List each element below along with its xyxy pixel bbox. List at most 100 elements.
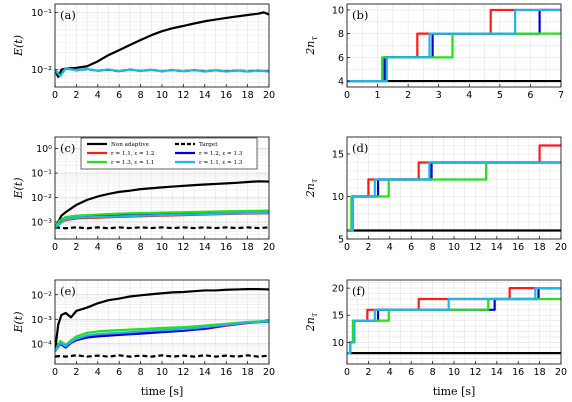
x-tick-label: 0 bbox=[52, 367, 58, 378]
x-tick-label: 8 bbox=[138, 367, 144, 378]
x-tick-label: 2 bbox=[405, 90, 411, 101]
x-tick-label: 10 bbox=[156, 242, 168, 253]
x-tick-label: 20 bbox=[555, 367, 567, 378]
x-tick-label: 14 bbox=[199, 90, 211, 101]
x-tick-label: 12 bbox=[177, 242, 189, 253]
x-tick-label: 14 bbox=[491, 367, 503, 378]
series-line-r-1-1-1-3 bbox=[55, 67, 269, 78]
panel-c: 0 2 4 6 8 10 12 14 16 18 20 10⁻³ 10⁻² 10⁻¹ 10⁰ (c) E(t) N… bbox=[12, 136, 275, 253]
y-axis-label-subscript: τ bbox=[310, 178, 319, 183]
x-tick-label: 4 bbox=[95, 242, 101, 253]
series-group bbox=[347, 144, 561, 232]
x-tick-label: 18 bbox=[534, 367, 546, 378]
y-tick-label: 10⁰ bbox=[36, 144, 52, 155]
x-tick-label: 0 bbox=[344, 242, 350, 253]
x-tick-label: 10 bbox=[448, 242, 460, 253]
panel-label: (b) bbox=[352, 8, 368, 22]
series-line-non-adaptive bbox=[55, 180, 269, 228]
y-tick-label: 8 bbox=[338, 29, 344, 40]
y-tick-label: 10 bbox=[332, 338, 344, 349]
series-line-r-1-1-1-3 bbox=[55, 211, 269, 229]
legend: Non adaptive Target r = 1.1, ε = 1.2 r = 1.… bbox=[80, 137, 258, 170]
x-tick-label: 18 bbox=[534, 242, 546, 253]
y-tick-label: 10⁻² bbox=[31, 193, 52, 204]
y-tick-label: 15 bbox=[332, 311, 344, 322]
series-group bbox=[347, 287, 561, 355]
x-tick-label: 1 bbox=[375, 90, 381, 101]
series-line-non-adaptive bbox=[55, 11, 269, 78]
y-tick-label: 10⁻² bbox=[31, 65, 52, 76]
y-axis-label-subscript: τ bbox=[310, 36, 319, 41]
x-tick-label: 10 bbox=[448, 367, 460, 378]
y-tick-label: 20 bbox=[332, 284, 344, 295]
legend-label: Non adaptive bbox=[111, 142, 150, 148]
legend-label: r = 1.3, ε = 1.1 bbox=[111, 160, 154, 166]
x-tick-label: 18 bbox=[242, 367, 254, 378]
series-line-r-1-1-1-3 bbox=[347, 161, 561, 232]
grid bbox=[347, 280, 561, 364]
x-tick-label: 6 bbox=[116, 367, 122, 378]
x-tick-label: 20 bbox=[555, 242, 567, 253]
x-tick-label: 8 bbox=[430, 367, 436, 378]
x-tick-label: 6 bbox=[116, 242, 122, 253]
y-tick-label: 10 bbox=[332, 5, 344, 16]
x-tick-label: 0 bbox=[344, 90, 350, 101]
grid bbox=[55, 4, 269, 87]
panel-label: (a) bbox=[60, 8, 76, 22]
x-tick-label: 2 bbox=[73, 367, 79, 378]
x-tick-label: 18 bbox=[242, 242, 254, 253]
x-tick-label: 10 bbox=[156, 90, 168, 101]
y-tick-label: 10⁻⁴ bbox=[31, 339, 52, 350]
x-tick-label: 14 bbox=[199, 242, 211, 253]
x-tick-label: 2 bbox=[73, 90, 79, 101]
x-tick-label: 14 bbox=[199, 367, 211, 378]
series-line-non-adaptive bbox=[55, 288, 269, 352]
series-line-target bbox=[55, 226, 269, 230]
x-tick-label: 0 bbox=[52, 242, 58, 253]
x-tick-label: 8 bbox=[430, 242, 436, 253]
x-tick-label: 12 bbox=[177, 90, 189, 101]
y-tick-label: 15 bbox=[332, 150, 344, 161]
x-tick-label: 16 bbox=[512, 242, 524, 253]
x-tick-label: 6 bbox=[116, 90, 122, 101]
x-tick-label: 18 bbox=[242, 90, 254, 101]
legend-box bbox=[80, 137, 258, 170]
series-group bbox=[55, 180, 269, 230]
x-tick-label: 4 bbox=[466, 90, 472, 101]
x-tick-label: 2 bbox=[365, 242, 371, 253]
y-axis-label-subscript: τ bbox=[310, 312, 319, 317]
x-tick-label: 2 bbox=[365, 367, 371, 378]
x-tick-label: 16 bbox=[220, 90, 232, 101]
y-tick-label: 6 bbox=[338, 53, 344, 64]
plot-frame bbox=[346, 3, 562, 88]
x-tick-label: 6 bbox=[527, 90, 533, 101]
y-tick-label: 10⁻³ bbox=[31, 315, 52, 326]
y-axis-label: 2nτ bbox=[304, 312, 319, 332]
x-tick-label: 12 bbox=[469, 242, 481, 253]
x-tick-label: 4 bbox=[387, 367, 393, 378]
panel-d: 0 2 4 6 8 10 12 14 16 18 20 5 10 15 (d) 2nτ bbox=[304, 136, 567, 253]
panel-label: (f) bbox=[352, 284, 365, 298]
panel-label: (e) bbox=[60, 284, 76, 298]
panel-label: (d) bbox=[352, 141, 368, 155]
x-tick-label: 3 bbox=[436, 90, 442, 101]
x-tick-label: 8 bbox=[138, 242, 144, 253]
series-group bbox=[347, 8, 561, 83]
y-axis-label: 2nτ bbox=[304, 36, 319, 56]
series-line-r-1-1-1-3 bbox=[55, 320, 269, 352]
x-tick-label: 5 bbox=[497, 90, 503, 101]
grid bbox=[347, 137, 561, 239]
panel-e: 0 2 4 6 8 10 12 14 16 18 20 10⁻⁴ 10⁻³ 10⁻² (e) E(t) bbox=[12, 279, 275, 378]
x-tick-label: 4 bbox=[387, 242, 393, 253]
y-tick-label: 10 bbox=[332, 192, 344, 203]
y-tick-label: 10⁻³ bbox=[31, 217, 52, 228]
x-tick-label: 6 bbox=[408, 367, 414, 378]
series-line-r-1-1-1-2 bbox=[347, 8, 561, 83]
x-tick-label: 0 bbox=[344, 367, 350, 378]
y-tick-label: 10⁻¹ bbox=[31, 169, 52, 180]
series-line-r-1-2-1-3 bbox=[347, 8, 561, 83]
legend-label: Target bbox=[199, 142, 218, 148]
x-tick-label: 7 bbox=[558, 90, 564, 101]
panel-label: (c) bbox=[60, 141, 75, 155]
x-tick-label: 16 bbox=[220, 242, 232, 253]
